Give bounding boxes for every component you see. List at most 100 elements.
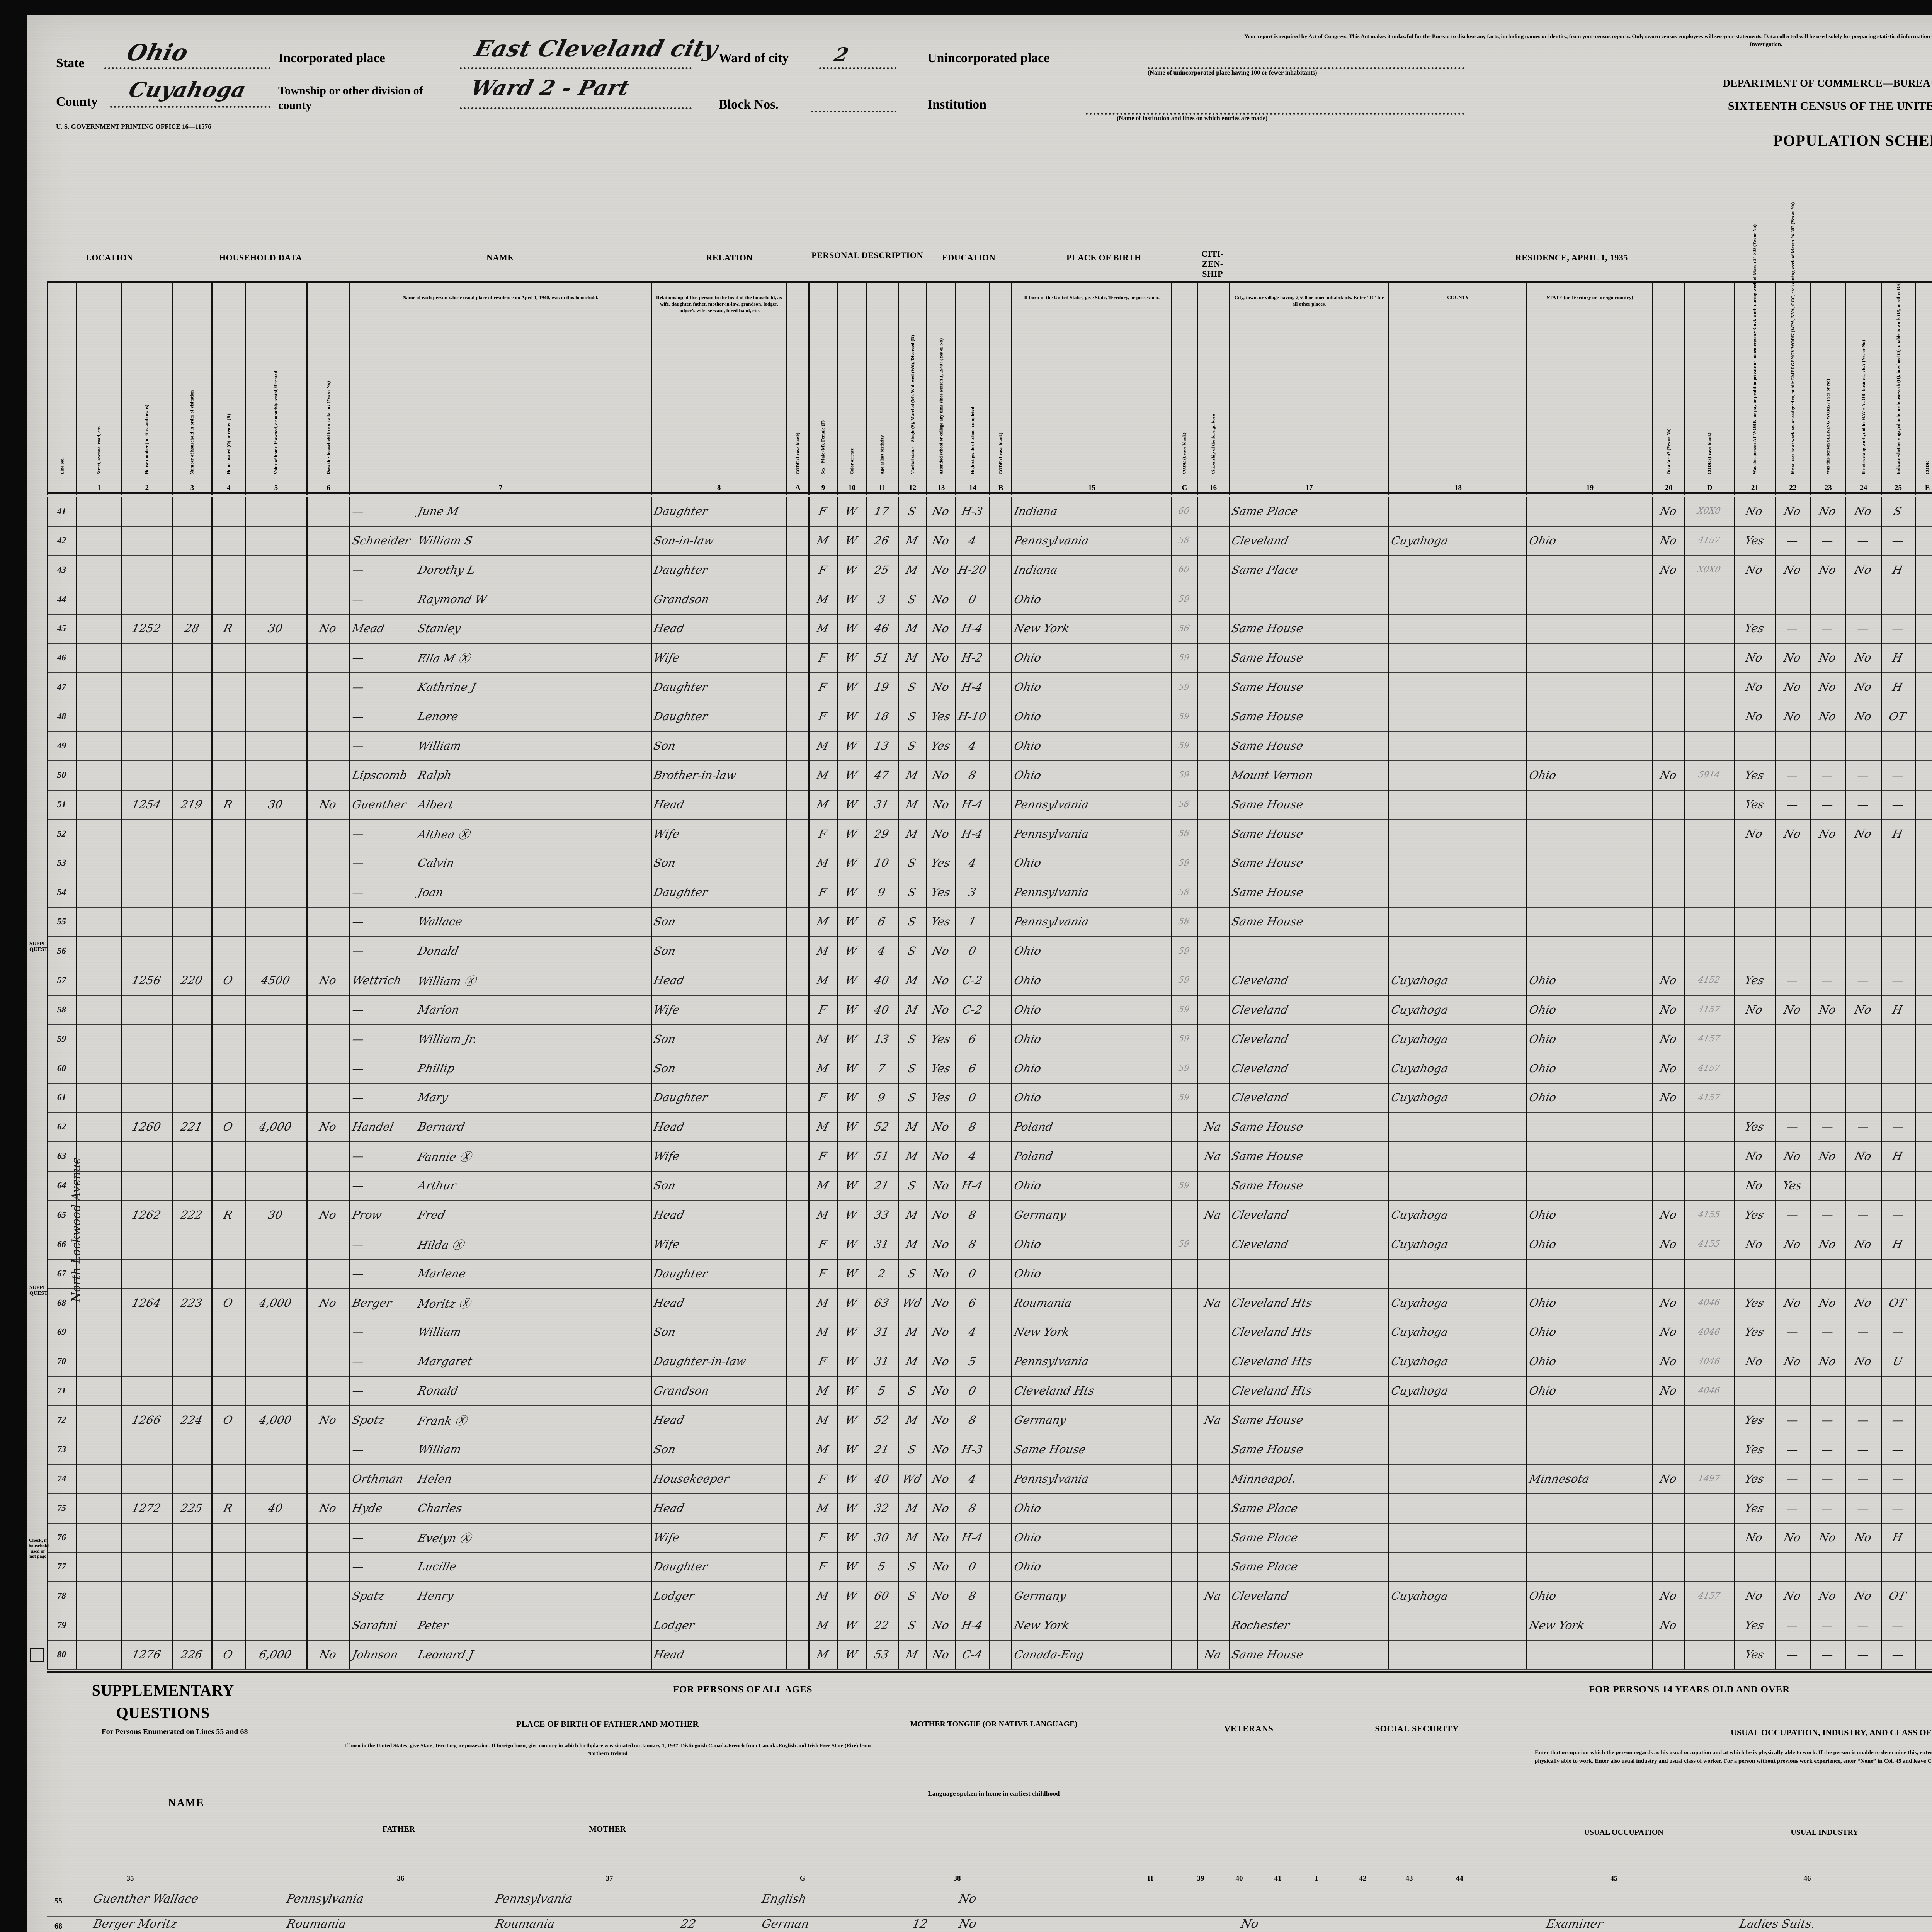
- cell-value: [245, 731, 306, 760]
- cell-hh: 219: [179, 798, 204, 811]
- column-number-10: 10: [848, 484, 856, 492]
- checkbox-icon[interactable]: [30, 1648, 44, 1662]
- cell-hh: 224: [179, 1413, 204, 1427]
- cell-coded: [1684, 702, 1734, 731]
- cell-hh: 223: [179, 1296, 204, 1310]
- cell-c24: No: [1853, 1355, 1873, 1368]
- census-data-table: 41— June M Daughter F W 17 S No H-3 Indiana 60 Same…: [47, 497, 1932, 1670]
- table-row[interactable]: 80 1276 226 O 6,000 No Johnson Leonard J Head M W 5…: [47, 1640, 1932, 1670]
- cell-own: [211, 1581, 245, 1611]
- cell-c25: —: [1890, 1619, 1905, 1632]
- column-rule: [76, 497, 77, 1669]
- cell-c25: OT: [1888, 1589, 1908, 1603]
- cell-res_county: Cuyahoga: [1390, 1032, 1450, 1046]
- cell-marital: M: [905, 1355, 919, 1368]
- cell-birthplace: Ohio: [1013, 768, 1043, 782]
- cell-codec: [1171, 1141, 1197, 1171]
- cell-res_farm: No: [1658, 1208, 1678, 1221]
- cell-c21: Yes: [1743, 798, 1765, 811]
- column-header-2: House number (in cities and towns) 2: [121, 283, 172, 495]
- cell-c21: No: [1744, 1237, 1764, 1251]
- cell-relation: Wife: [652, 827, 681, 840]
- cell-res_farm: [1652, 790, 1684, 819]
- cell-codec: [1171, 1640, 1197, 1669]
- column-number-20: 20: [1665, 484, 1673, 492]
- cell-race: W: [844, 680, 859, 694]
- street-name-vertical: North Lockwood Avenue: [70, 1157, 83, 1302]
- cell-farm: [306, 760, 349, 790]
- cell-code_a: [786, 995, 808, 1024]
- column-caption-25: Indicate whether engaged in home housewo…: [1895, 282, 1901, 474]
- cell-marital: S: [906, 739, 917, 752]
- cell-coded: [1684, 1493, 1734, 1523]
- column-number-6: 6: [327, 484, 330, 492]
- cell-age: 53: [873, 1648, 890, 1662]
- cell-house: [121, 760, 172, 790]
- cell-value: [245, 1347, 306, 1376]
- cell-birthplace: Pennsylvania: [1013, 915, 1090, 929]
- supp-head-veterans: VETERANS: [1224, 1724, 1274, 1733]
- cell-birthplace: Germany: [1013, 1208, 1068, 1221]
- surname: —: [351, 1003, 365, 1016]
- cell-house: [121, 1347, 172, 1376]
- cell-coded: [1684, 907, 1734, 936]
- cell-c22: —: [1785, 1208, 1799, 1221]
- column-caption-13: Attended school or college any time sinc…: [938, 338, 944, 474]
- cell-coded: [1684, 936, 1734, 966]
- cell-value: [245, 1230, 306, 1259]
- ward-label: Ward of city: [719, 51, 789, 65]
- cell-codee: [1915, 1552, 1932, 1582]
- supp-head-pob: PLACE OF BIRTH OF FATHER AND MOTHER: [516, 1719, 699, 1729]
- cell-own: [211, 643, 245, 672]
- cell-street: [76, 1640, 121, 1669]
- cell-c24: [1845, 1024, 1880, 1054]
- cell-codec: [1171, 1581, 1197, 1611]
- cell-citizenship: [1197, 526, 1229, 555]
- column-rule: [1011, 497, 1013, 1669]
- column-number-23: 23: [1824, 484, 1832, 492]
- column-caption-5: Value of home, if owned, or monthly rent…: [273, 371, 279, 474]
- cell-codeb: [989, 672, 1011, 702]
- given-name: Lucille: [417, 1560, 458, 1573]
- cell-house: [121, 1259, 172, 1288]
- cell-relation: Daughter: [652, 680, 709, 694]
- cell-marital: S: [906, 856, 917, 870]
- person-name-cell: — Margaret: [349, 1347, 650, 1376]
- cell-age: 9: [876, 1091, 887, 1104]
- person-name-cell: — Ronald: [349, 1376, 650, 1405]
- cell-c22: Yes: [1781, 1179, 1803, 1192]
- cell-hh: 226: [179, 1648, 204, 1662]
- cell-citizenship: Na: [1203, 1589, 1223, 1603]
- cell-own: [211, 936, 245, 966]
- cell-res_city: Same House: [1230, 680, 1304, 694]
- cell-codee: [1915, 1141, 1932, 1171]
- cell-hh: [172, 731, 212, 760]
- cell-res_county: [1388, 1112, 1526, 1141]
- supp-column-number-46: 46: [1803, 1874, 1811, 1883]
- cell-c23: [1810, 1083, 1845, 1112]
- cell-res_farm: [1652, 878, 1684, 907]
- row-line-number: 76: [56, 1532, 67, 1542]
- cell-codec: 59: [1177, 1005, 1190, 1015]
- cell-relation: Head: [652, 973, 685, 987]
- column-number-C: C: [1182, 484, 1187, 492]
- cell-hh: 220: [179, 973, 204, 987]
- cell-school: Yes: [930, 915, 952, 929]
- cell-res_city: Cleveland: [1230, 973, 1290, 987]
- cell-codeb: [989, 1141, 1011, 1171]
- cell-c24: [1845, 585, 1880, 614]
- row-line-number: 53: [56, 858, 67, 868]
- cell-hh: [172, 1581, 212, 1611]
- cell-value: [245, 643, 306, 672]
- surname: —: [351, 915, 365, 929]
- person-name-cell: — William Jr.: [349, 1024, 650, 1054]
- cell-street: [76, 1493, 121, 1523]
- cell-house: [121, 878, 172, 907]
- cell-c23: [1810, 1259, 1845, 1288]
- cell-coded: [1684, 849, 1734, 878]
- cell-birthplace: New York: [1013, 1325, 1071, 1339]
- surname: —: [351, 1061, 365, 1075]
- cell-codeb: [989, 1435, 1011, 1464]
- cell-value: [245, 819, 306, 849]
- cell-street: [76, 1523, 121, 1552]
